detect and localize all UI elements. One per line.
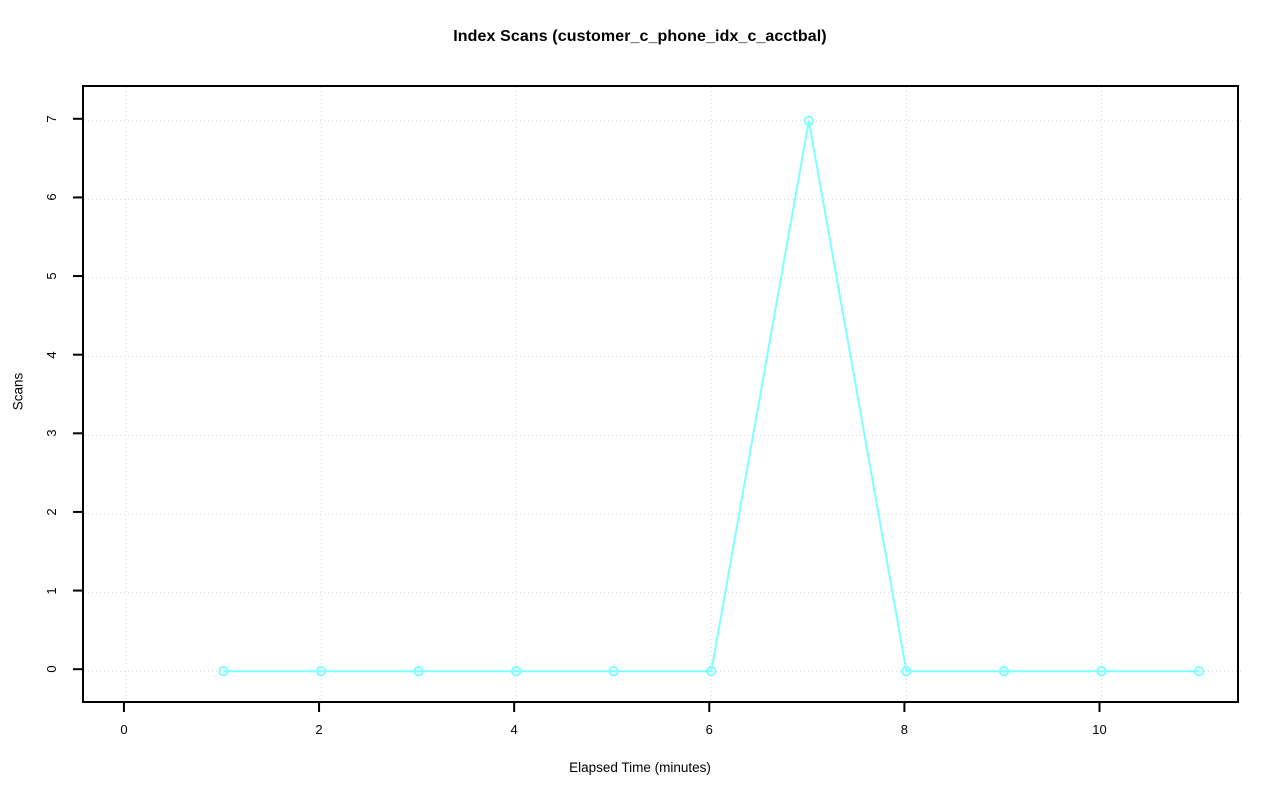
- data-point-marker: [998, 665, 1010, 677]
- x-axis-tick-label: 4: [510, 722, 518, 737]
- x-axis-title: Elapsed Time (minutes): [569, 760, 711, 775]
- y-axis-title: Scans: [10, 372, 26, 411]
- y-axis-tick-label: 0: [44, 665, 59, 673]
- series-markers-scans: [218, 115, 1205, 677]
- x-axis-tick-label: 8: [900, 722, 908, 737]
- chart-title: Index Scans (customer_c_phone_idx_c_acct…: [453, 28, 827, 45]
- data-point-marker: [1096, 665, 1107, 677]
- data-point-marker: [803, 115, 815, 127]
- data-line: [223, 120, 1200, 673]
- data-point-marker: [218, 665, 229, 677]
- y-axis-tick-label: 5: [44, 272, 59, 280]
- plot-svg: [84, 87, 1241, 705]
- x-axis-tick-label: 6: [705, 722, 713, 737]
- data-point-marker: [413, 665, 424, 677]
- grid-lines: [84, 87, 1241, 705]
- x-axis-tick-label: 0: [120, 722, 128, 737]
- x-axis-tick-label: 10: [1092, 722, 1107, 737]
- data-point-marker: [901, 665, 912, 677]
- y-axis-tick-label: 1: [44, 586, 59, 595]
- y-axis-tick-label: 7: [44, 115, 59, 123]
- plot-area: [82, 85, 1241, 705]
- data-point-marker: [706, 665, 717, 677]
- y-axis-tick-label: 6: [44, 193, 59, 202]
- data-point-marker: [510, 665, 522, 677]
- y-axis-tick-label: 4: [44, 351, 59, 359]
- y-axis-tick-label: 3: [44, 429, 59, 437]
- data-point-marker: [1193, 665, 1205, 677]
- y-axis-tick-label: 2: [44, 508, 59, 516]
- data-point-marker: [608, 665, 619, 677]
- x-axis-tick-label: 2: [315, 722, 323, 737]
- series-line-scans: [223, 120, 1200, 673]
- data-point-marker: [315, 665, 327, 677]
